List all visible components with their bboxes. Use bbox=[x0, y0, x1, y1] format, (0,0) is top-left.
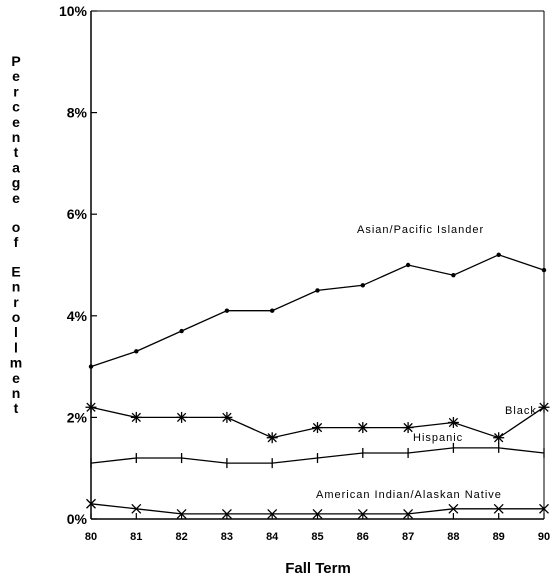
series-2 bbox=[90, 442, 545, 469]
y-axis-label-char: n bbox=[12, 385, 21, 401]
series-label: Asian/Pacific Islander bbox=[357, 224, 484, 236]
y-axis-label-char: r bbox=[13, 83, 19, 99]
y-axis-label-char: l bbox=[14, 339, 18, 355]
x-tick-label: 86 bbox=[357, 531, 369, 543]
x-tick-label: 83 bbox=[221, 531, 233, 543]
y-axis-label-char: E bbox=[11, 263, 20, 279]
series-line bbox=[90, 503, 544, 515]
axes bbox=[90, 10, 545, 520]
data-point bbox=[85, 401, 97, 413]
data-point bbox=[176, 411, 188, 423]
y-axis-label-char: a bbox=[12, 159, 20, 175]
y-axis-label-char: P bbox=[11, 53, 20, 69]
x-ticks: 80 81 82 83 84 85 86 87 88 89 90 bbox=[85, 513, 550, 543]
data-point bbox=[221, 411, 233, 423]
data-point bbox=[312, 508, 323, 519]
data-point bbox=[267, 508, 278, 519]
data-point bbox=[539, 503, 549, 514]
data-point bbox=[176, 508, 187, 519]
data-point bbox=[357, 422, 369, 434]
data-point bbox=[447, 416, 459, 428]
series-group bbox=[85, 252, 550, 519]
data-point bbox=[130, 411, 142, 423]
data-point bbox=[538, 401, 550, 413]
data-point bbox=[312, 422, 323, 434]
y-axis-label-char: g bbox=[12, 175, 21, 191]
data-point bbox=[134, 349, 139, 354]
series-label: American Indian/Alaskan Native bbox=[316, 489, 502, 501]
data-point bbox=[405, 262, 411, 268]
x-tick-label: 88 bbox=[447, 531, 459, 543]
series-3 bbox=[86, 498, 549, 519]
y-tick-label: 6% bbox=[67, 206, 88, 222]
data-point bbox=[493, 503, 504, 514]
y-tick-label: 2% bbox=[67, 409, 88, 425]
y-axis-label-char: f bbox=[14, 234, 19, 250]
data-point bbox=[221, 508, 232, 519]
series-line bbox=[90, 254, 545, 368]
data-point bbox=[360, 283, 365, 288]
y-tick-label: 10% bbox=[59, 3, 88, 19]
y-axis-label-char: e bbox=[12, 114, 20, 130]
y-axis-label-char: n bbox=[12, 279, 21, 295]
data-point bbox=[86, 498, 96, 509]
x-tick-label: 81 bbox=[130, 531, 142, 543]
x-axis-label: Fall Term bbox=[285, 560, 351, 577]
series-label: Hispanic bbox=[413, 432, 463, 444]
data-point bbox=[315, 288, 320, 293]
x-tick-label: 87 bbox=[402, 531, 414, 543]
y-axis-label-char: t bbox=[14, 144, 19, 160]
y-axis-label-char: c bbox=[12, 99, 20, 115]
y-axis-label-char: o bbox=[12, 219, 21, 235]
data-point bbox=[451, 272, 456, 278]
data-point bbox=[131, 503, 142, 514]
data-point bbox=[266, 432, 278, 444]
y-axis-label-char: m bbox=[10, 355, 22, 371]
x-tick-label: 90 bbox=[538, 531, 550, 543]
data-point bbox=[357, 508, 368, 519]
y-tick-label: 4% bbox=[67, 308, 88, 324]
data-point bbox=[270, 308, 275, 313]
data-point bbox=[541, 267, 547, 273]
y-tick-label: 0% bbox=[67, 511, 88, 527]
y-tick-label: 8% bbox=[67, 105, 88, 121]
y-axis-label-char: n bbox=[12, 129, 21, 145]
y-axis-label-char: e bbox=[12, 68, 20, 84]
data-point bbox=[496, 252, 501, 258]
x-tick-label: 89 bbox=[493, 531, 505, 543]
data-point bbox=[224, 308, 230, 313]
data-point bbox=[179, 328, 184, 334]
series-1 bbox=[85, 401, 550, 444]
x-tick-label: 84 bbox=[266, 531, 279, 543]
data-point bbox=[403, 508, 414, 519]
x-tick-label: 82 bbox=[175, 531, 187, 543]
y-axis-label-char: r bbox=[13, 294, 19, 310]
x-tick-label: 85 bbox=[311, 531, 323, 543]
data-point bbox=[493, 432, 505, 444]
x-tick-label: 80 bbox=[85, 531, 97, 543]
series-0 bbox=[88, 252, 547, 369]
y-axis-label-char: e bbox=[12, 370, 20, 386]
y-axis-label-char: e bbox=[12, 190, 20, 206]
series-labels: Asian/Pacific Islander Black Hispanic Ameri… bbox=[316, 224, 537, 501]
data-point bbox=[402, 422, 414, 434]
y-axis-label-char: t bbox=[14, 400, 19, 416]
y-axis-label-char: l bbox=[14, 324, 18, 340]
data-point bbox=[88, 364, 94, 369]
y-axis-label-char: o bbox=[12, 309, 21, 325]
series-label: Black bbox=[505, 405, 537, 417]
y-ticks: 0% 2% 4% 6% 8% 10% bbox=[59, 3, 97, 527]
data-point bbox=[448, 503, 459, 514]
